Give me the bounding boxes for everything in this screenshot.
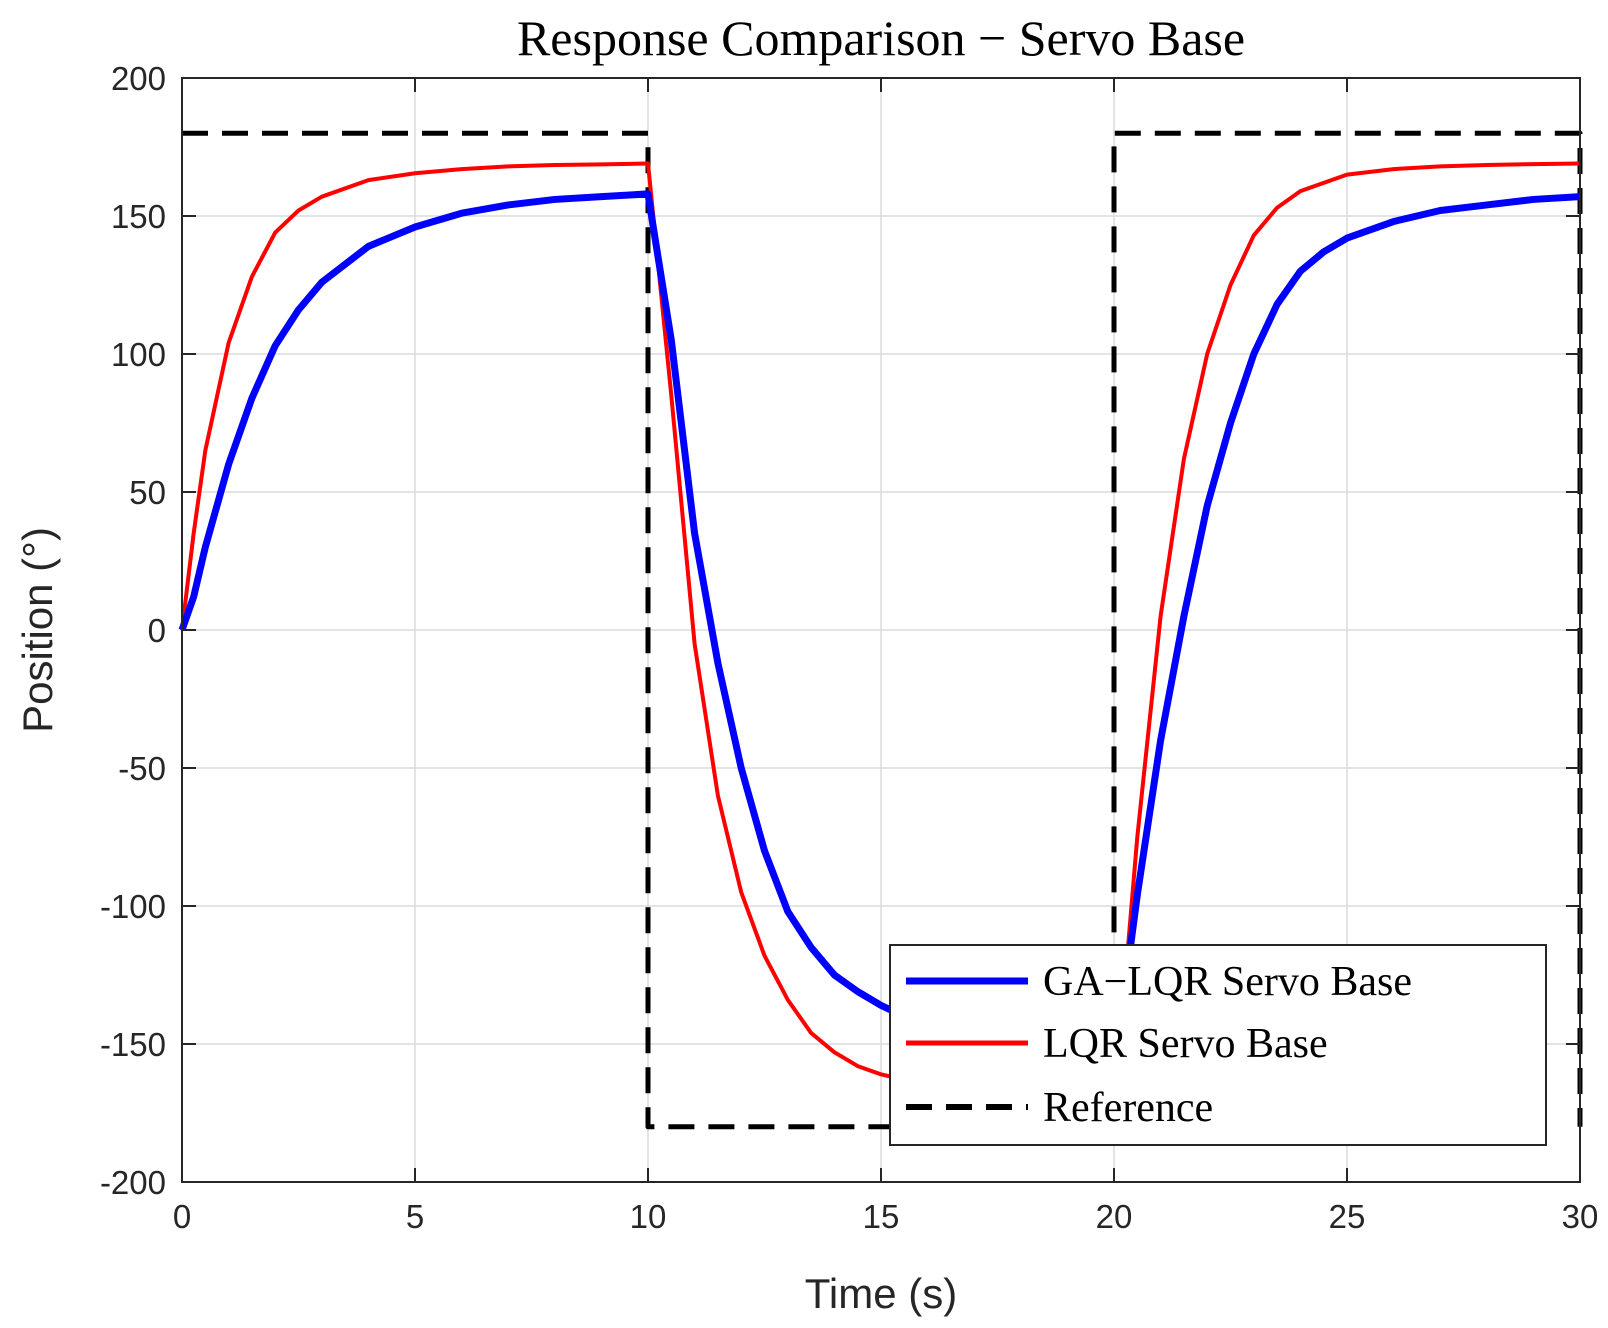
y-tick-label: -200 — [100, 1164, 166, 1201]
y-tick-label: -150 — [100, 1026, 166, 1063]
x-axis-label: Time (s) — [805, 1270, 957, 1317]
x-tick-label: 25 — [1329, 1198, 1366, 1235]
series-line-ga-lqr-servo-base — [178, 190, 1581, 1062]
legend-label-reference: Reference — [1043, 1085, 1213, 1131]
y-tick-label: 200 — [111, 60, 166, 97]
ticks — [181, 77, 1581, 1183]
y-tick-label: 150 — [111, 198, 166, 235]
x-tick-label: 10 — [630, 1198, 667, 1235]
series-line-lqr-servo-base — [180, 161, 1581, 1096]
x-tick-label: 30 — [1562, 1198, 1599, 1235]
legend-label-lqr: LQR Servo Base — [1043, 1021, 1328, 1067]
y-axis-label: Position (°) — [14, 527, 61, 733]
y-tick-label: -100 — [100, 888, 166, 925]
x-tick-label: 0 — [173, 1198, 191, 1235]
y-tick-label: 100 — [111, 336, 166, 373]
y-tick-label: 0 — [148, 612, 166, 649]
legend: GA−LQR Servo Base LQR Servo Base Referen… — [889, 944, 1547, 1146]
y-tick-label: 50 — [129, 474, 166, 511]
y-tick-labels: 200 150 100 50 0 -50 -100 -150 -200 — [100, 60, 166, 1201]
x-tick-label: 15 — [863, 1198, 900, 1235]
x-tick-label: 5 — [406, 1198, 424, 1235]
chart-title: Response Comparison − Servo Base — [517, 10, 1245, 66]
x-tick-label: 20 — [1096, 1198, 1133, 1235]
x-tick-labels: 0 5 10 15 20 25 30 — [173, 1198, 1599, 1235]
legend-label-ga-lqr: GA−LQR Servo Base — [1043, 959, 1412, 1005]
y-tick-label: -50 — [118, 750, 166, 787]
